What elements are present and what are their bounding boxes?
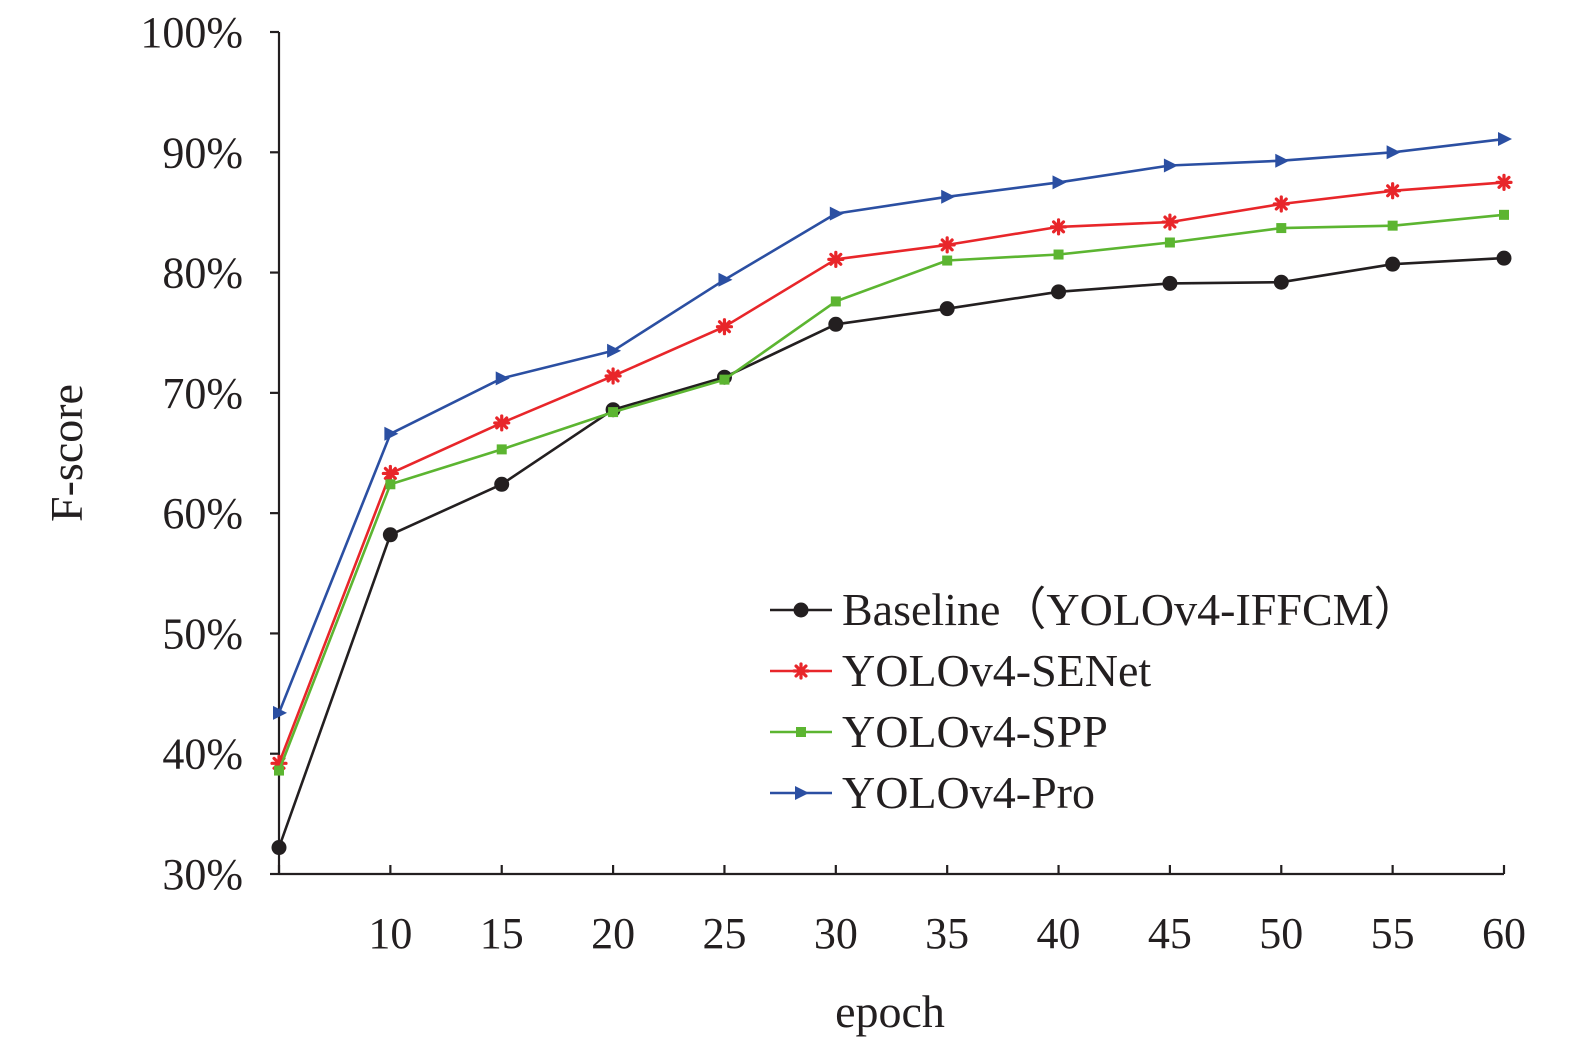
data-point (1163, 158, 1178, 173)
series-2 (274, 209, 1509, 776)
data-point (1049, 218, 1068, 236)
data-point (1051, 284, 1067, 300)
data-point (1499, 209, 1509, 220)
legend-label: YOLOv4-SENet (842, 645, 1151, 696)
legend-marker (796, 727, 806, 737)
data-point (381, 464, 399, 483)
data-point (1275, 153, 1290, 168)
data-point (1498, 132, 1512, 147)
legend-item: YOLOv4-SENet (770, 645, 1151, 696)
legend-item: YOLOv4-Pro (770, 767, 1095, 818)
x-tick-label: 10 (368, 909, 412, 958)
x-tick-label: 40 (1037, 909, 1081, 958)
series-0 (271, 250, 1512, 856)
data-point (1053, 249, 1064, 260)
y-axis: 30% 40% 50% 60% 70% 80% 90% 100% (140, 8, 281, 899)
x-tick-label: 30 (814, 909, 858, 958)
series-line (277, 213, 1505, 772)
x-tick-label: 35 (925, 909, 969, 958)
y-axis-title: F-score (41, 384, 92, 522)
x-tick-label: 15 (480, 909, 524, 958)
data-point (496, 444, 507, 455)
x-tick-label: 45 (1148, 909, 1192, 958)
data-point (1052, 175, 1067, 190)
data-point (1164, 237, 1175, 248)
data-point (718, 272, 733, 287)
x-axis: 10 15 20 25 30 35 40 45 50 55 60 (277, 865, 1526, 958)
data-point (719, 374, 730, 385)
legend: Baseline（YOLOv4-IFFCM） YOLOv4-SENet YOLOv4… (770, 584, 1420, 818)
data-point (273, 705, 287, 720)
data-point (385, 479, 396, 490)
y-tick-label: 70% (162, 369, 243, 418)
data-point (608, 407, 619, 418)
data-point (271, 840, 287, 856)
data-point (827, 250, 845, 268)
data-point (493, 414, 511, 432)
data-point (1272, 195, 1290, 213)
data-point (607, 343, 622, 358)
legend-label: YOLOv4-SPP (842, 706, 1108, 757)
x-tick-label: 25 (702, 909, 746, 958)
data-point (830, 296, 841, 307)
data-point (715, 318, 734, 336)
legend-marker (795, 786, 809, 800)
y-tick-label: 100% (140, 8, 243, 57)
data-point (382, 527, 398, 543)
data-point (939, 301, 955, 317)
data-point (942, 255, 953, 266)
legend-item: Baseline（YOLOv4-IFFCM） (770, 584, 1420, 635)
data-point (1495, 173, 1513, 191)
series-line (277, 256, 1505, 848)
data-point (1387, 220, 1398, 231)
data-point (495, 371, 510, 386)
plot-area (270, 132, 1513, 856)
data-point (1276, 223, 1287, 234)
legend-label: YOLOv4-Pro (842, 767, 1095, 818)
x-tick-label: 50 (1259, 909, 1303, 958)
x-tick-label: 60 (1482, 909, 1526, 958)
legend-item: YOLOv4-SPP (770, 706, 1108, 757)
data-point (938, 236, 956, 254)
data-point (1384, 182, 1402, 200)
data-point (828, 316, 844, 332)
data-point (274, 765, 284, 776)
data-point (1386, 145, 1401, 160)
x-tick-label: 55 (1371, 909, 1415, 958)
series-line (277, 137, 1505, 714)
y-tick-label: 90% (162, 128, 243, 177)
y-tick-label: 60% (162, 489, 243, 538)
data-point (941, 189, 956, 204)
legend-marker (793, 602, 809, 618)
legend-label: Baseline（YOLOv4-IFFCM） (842, 584, 1420, 635)
x-axis-title: epoch (835, 986, 945, 1037)
x-tick-label: 20 (591, 909, 635, 958)
y-tick-label: 40% (162, 730, 243, 779)
y-tick-label: 30% (162, 850, 243, 899)
data-point (494, 476, 510, 492)
data-point (1161, 213, 1179, 231)
data-point (1385, 256, 1401, 272)
series-line (277, 181, 1505, 764)
y-tick-label: 50% (162, 609, 243, 658)
data-point (384, 426, 399, 441)
y-tick-label: 80% (162, 249, 243, 298)
data-point (1273, 274, 1289, 290)
legend-marker (792, 662, 810, 680)
data-point (1162, 275, 1178, 291)
series-3 (273, 132, 1512, 720)
data-point (829, 206, 844, 221)
data-point (1496, 250, 1512, 266)
data-point (604, 367, 622, 385)
